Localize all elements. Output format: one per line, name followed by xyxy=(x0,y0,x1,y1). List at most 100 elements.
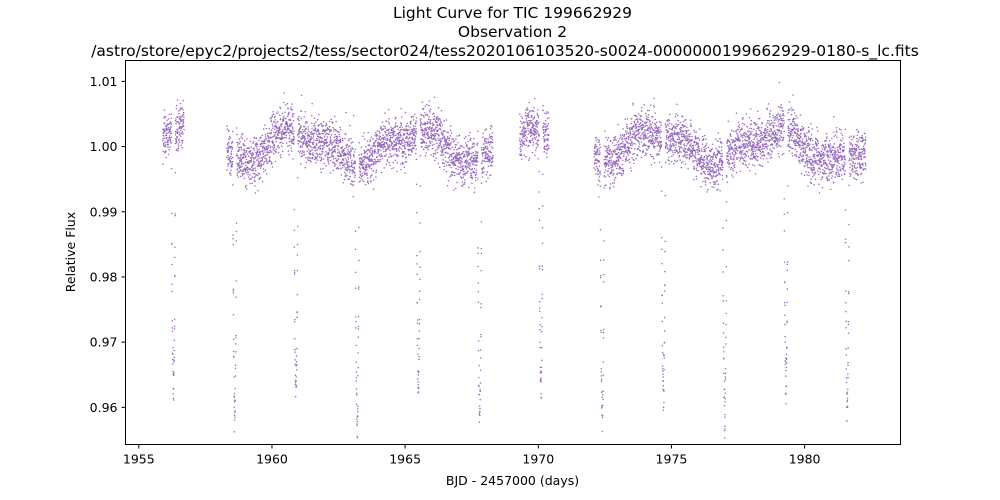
flux-point xyxy=(645,115,648,117)
flux-point xyxy=(178,118,181,120)
flux-point xyxy=(388,156,390,158)
flux-point xyxy=(326,156,328,158)
flux-point xyxy=(262,168,265,170)
flux-point xyxy=(174,120,177,122)
chart-title-line-3: /astro/store/epyc2/projects2/tess/sector… xyxy=(91,42,919,61)
flux-point xyxy=(244,152,246,154)
flux-point xyxy=(413,133,415,135)
flux-point xyxy=(598,180,601,183)
flux-point xyxy=(722,227,724,229)
flux-point xyxy=(274,124,277,126)
flux-point xyxy=(170,132,173,134)
flux-point xyxy=(720,149,723,152)
flux-point xyxy=(693,140,696,143)
flux-point xyxy=(471,177,473,180)
flux-point xyxy=(281,135,283,137)
flux-point xyxy=(536,126,539,128)
flux-point xyxy=(269,145,271,147)
flux-point xyxy=(739,157,741,159)
flux-point xyxy=(319,147,322,150)
flux-point xyxy=(314,145,316,148)
flux-point xyxy=(236,172,239,174)
flux-point xyxy=(720,159,723,161)
flux-point xyxy=(651,127,653,130)
flux-point xyxy=(392,129,394,132)
flux-point xyxy=(738,124,741,126)
flux-point xyxy=(412,131,414,134)
flux-point xyxy=(480,247,483,250)
flux-point xyxy=(364,151,367,154)
flux-point xyxy=(307,144,309,147)
flux-point xyxy=(319,156,321,158)
flux-point xyxy=(737,128,739,131)
flux-point xyxy=(294,321,296,323)
flux-point xyxy=(603,145,605,147)
flux-point xyxy=(357,366,359,369)
flux-point xyxy=(360,157,362,159)
flux-point xyxy=(627,154,629,156)
flux-point xyxy=(733,161,735,164)
flux-point xyxy=(349,124,351,127)
flux-point xyxy=(240,155,242,157)
flux-point xyxy=(230,157,233,160)
flux-point xyxy=(645,135,647,137)
flux-point xyxy=(245,170,247,173)
flux-point xyxy=(649,127,651,129)
flux-point xyxy=(727,155,730,157)
flux-point xyxy=(392,135,395,137)
flux-point xyxy=(721,174,724,177)
flux-point xyxy=(544,126,547,128)
flux-point xyxy=(616,152,618,155)
flux-point xyxy=(594,159,596,162)
flux-point xyxy=(254,185,256,187)
flux-point xyxy=(340,174,343,176)
flux-point xyxy=(480,252,483,255)
flux-point xyxy=(645,129,647,132)
flux-point xyxy=(404,128,406,130)
flux-point xyxy=(183,119,185,121)
flux-point xyxy=(399,142,401,145)
flux-point xyxy=(377,138,380,141)
flux-point xyxy=(290,150,293,152)
flux-point xyxy=(334,151,337,153)
flux-point xyxy=(672,154,675,156)
flux-point xyxy=(607,162,609,165)
flux-point xyxy=(618,145,620,147)
flux-point xyxy=(439,141,442,144)
flux-point xyxy=(266,160,268,162)
flux-point xyxy=(295,369,298,371)
flux-point xyxy=(477,349,480,352)
flux-point xyxy=(170,212,173,215)
flux-point xyxy=(484,137,486,140)
flux-point xyxy=(418,330,421,332)
flux-point xyxy=(491,141,494,144)
flux-point xyxy=(663,401,665,404)
flux-point xyxy=(621,150,623,153)
flux-point xyxy=(335,168,338,170)
flux-point xyxy=(543,125,545,128)
flux-point xyxy=(645,137,647,139)
flux-point xyxy=(445,151,447,154)
flux-point xyxy=(231,163,234,165)
flux-point xyxy=(666,123,669,126)
flux-point xyxy=(453,149,455,151)
flux-point xyxy=(318,140,321,143)
flux-point xyxy=(415,183,418,186)
flux-point xyxy=(362,180,365,183)
flux-point xyxy=(450,142,452,145)
flux-point xyxy=(375,169,378,171)
flux-point xyxy=(718,159,721,161)
flux-point xyxy=(698,163,701,166)
flux-point xyxy=(667,147,669,149)
flux-point xyxy=(425,142,428,144)
flux-point xyxy=(600,274,602,277)
flux-point xyxy=(691,139,693,142)
flux-point xyxy=(356,420,359,423)
flux-point xyxy=(604,176,607,178)
flux-point xyxy=(381,121,384,124)
flux-point xyxy=(304,132,307,135)
flux-point xyxy=(670,132,673,135)
flux-point xyxy=(538,134,540,137)
flux-point xyxy=(272,142,275,144)
flux-point xyxy=(415,130,418,133)
